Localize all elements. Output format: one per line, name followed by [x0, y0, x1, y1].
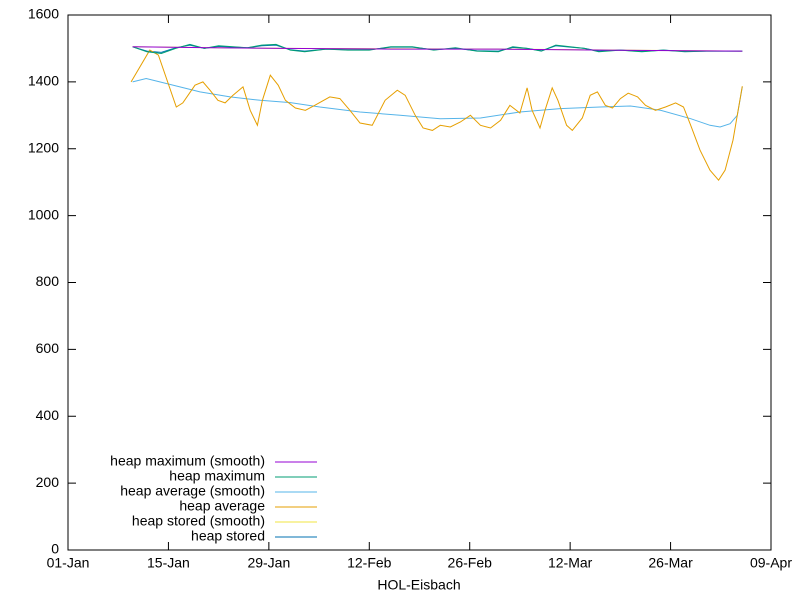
- x-tick-label: 26-Feb: [448, 555, 493, 571]
- legend-label: heap stored (smooth): [132, 513, 265, 529]
- x-tick-label: 15-Jan: [147, 555, 190, 571]
- legend-label: heap average: [179, 498, 265, 514]
- y-tick-label: 600: [36, 340, 60, 356]
- legend-label: heap maximum (smooth): [110, 453, 265, 469]
- plot-border: [67, 14, 772, 551]
- x-tick-label: 01-Jan: [47, 555, 90, 571]
- y-tick-label: 1000: [28, 206, 59, 222]
- x-axis-label: HOL-Eisbach: [377, 577, 460, 593]
- legend-label: heap average (smooth): [120, 483, 265, 499]
- y-tick-label: 1600: [28, 6, 59, 22]
- x-tick-label: 26-Mar: [648, 555, 693, 571]
- x-tick-label: 09-Apr: [750, 555, 792, 571]
- y-tick-label: 800: [36, 273, 60, 289]
- y-tick-label: 0: [51, 541, 59, 557]
- series-line: [132, 77, 743, 128]
- x-tick-label: 29-Jan: [247, 555, 290, 571]
- legend-label: heap stored: [191, 528, 265, 544]
- y-tick-label: 1400: [28, 73, 59, 89]
- y-tick-label: 400: [36, 407, 60, 423]
- x-tick-label: 12-Mar: [548, 555, 593, 571]
- y-tick-label: 1200: [28, 139, 59, 155]
- series-line: [132, 43, 743, 55]
- series-line: [132, 46, 743, 52]
- y-tick-label: 200: [36, 474, 60, 490]
- series-line: [130, 49, 743, 182]
- legend-label: heap maximum: [169, 468, 265, 484]
- x-tick-label: 12-Feb: [347, 555, 392, 571]
